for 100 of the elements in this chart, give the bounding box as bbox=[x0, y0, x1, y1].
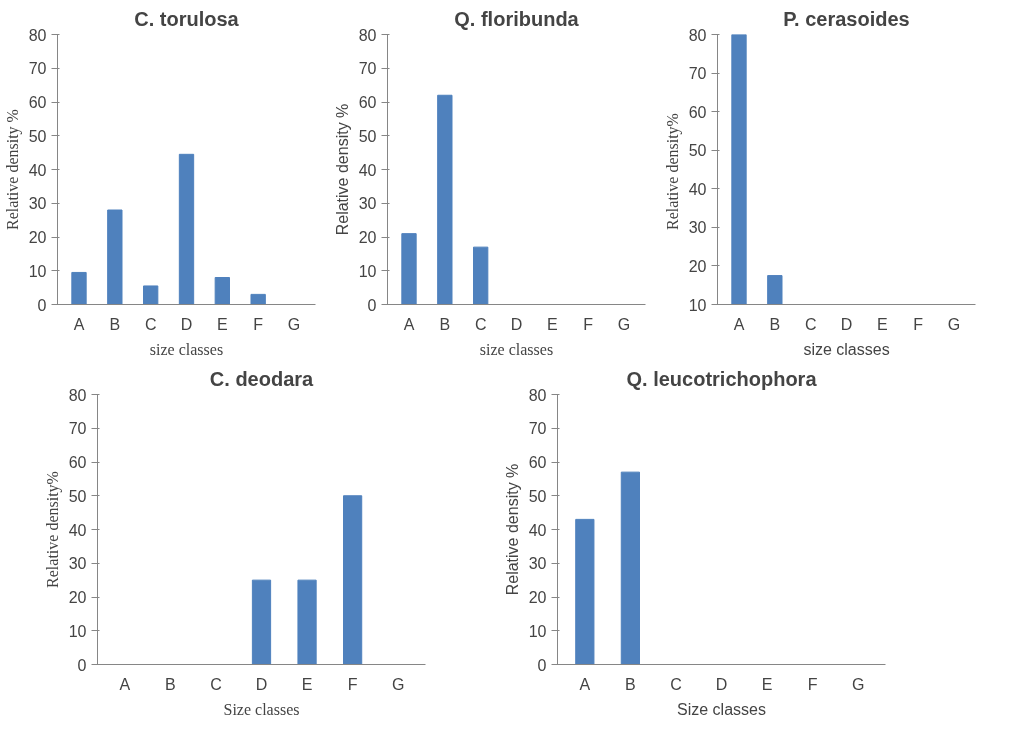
x-tick-label: G bbox=[851, 675, 865, 693]
x-tick-label: G bbox=[617, 315, 631, 333]
bar bbox=[178, 153, 195, 305]
y-tick-label: 80 bbox=[688, 26, 707, 44]
y-tick-label: 80 bbox=[68, 386, 87, 404]
chart-title: P. cerasoides bbox=[783, 7, 910, 30]
y-tick-label: 50 bbox=[68, 487, 87, 505]
y-tick-label: 60 bbox=[528, 454, 547, 471]
y-axis-title: Relative density% bbox=[43, 471, 62, 588]
y-tick-label: 70 bbox=[688, 65, 707, 83]
x-tick-label: C bbox=[670, 675, 682, 693]
y-tick-label: 50 bbox=[358, 127, 377, 145]
bar bbox=[473, 246, 489, 305]
y-tick-label: 40 bbox=[528, 521, 547, 539]
bar bbox=[401, 233, 417, 305]
x-tick-label: G bbox=[287, 315, 301, 333]
x-tick-label: G bbox=[391, 675, 405, 693]
y-tick-label: 20 bbox=[688, 257, 707, 275]
x-tick-label: E bbox=[217, 315, 228, 333]
x-tick-label: D bbox=[255, 675, 268, 693]
bar bbox=[437, 94, 453, 305]
x-axis-title: Size classes bbox=[223, 700, 300, 718]
y-tick-label: 80 bbox=[358, 26, 377, 44]
chart-title: Q. floribunda bbox=[454, 7, 580, 30]
y-axis-title: Relative density % bbox=[503, 463, 521, 596]
x-tick-label: A bbox=[119, 675, 131, 693]
x-tick-label: D bbox=[715, 675, 728, 693]
y-tick-label: 10 bbox=[528, 622, 547, 640]
y-tick-label: 10 bbox=[68, 622, 87, 640]
y-tick-label: 30 bbox=[28, 195, 47, 213]
y-tick-label: 60 bbox=[68, 454, 87, 471]
x-tick-label: E bbox=[547, 315, 558, 333]
x-tick-label: F bbox=[347, 675, 358, 693]
y-tick-label: 50 bbox=[528, 487, 547, 505]
y-tick-label: 0 bbox=[537, 656, 547, 674]
x-tick-label: A bbox=[73, 315, 85, 333]
x-tick-label: C bbox=[804, 315, 817, 333]
x-tick-label: D bbox=[840, 315, 853, 333]
y-tick-label: 40 bbox=[68, 521, 87, 539]
x-tick-label: E bbox=[877, 315, 888, 333]
x-tick-label: G bbox=[947, 315, 961, 333]
y-tick-label: 70 bbox=[358, 60, 377, 78]
y-tick-label: 10 bbox=[688, 296, 707, 314]
x-axis-title: Size classes bbox=[677, 700, 766, 718]
y-tick-label: 80 bbox=[28, 26, 47, 44]
y-tick-label: 30 bbox=[528, 555, 547, 573]
x-tick-label: D bbox=[510, 315, 523, 333]
x-tick-label: A bbox=[733, 315, 745, 333]
x-tick-label: C bbox=[144, 315, 157, 333]
x-tick-label: B bbox=[625, 675, 636, 693]
y-tick-label: 30 bbox=[358, 195, 377, 213]
y-tick-label: 20 bbox=[28, 229, 47, 246]
y-axis-title: Relative density % bbox=[3, 109, 22, 230]
x-axis-title: size classes bbox=[479, 340, 554, 358]
bar bbox=[214, 277, 230, 305]
y-tick-label: 10 bbox=[28, 262, 47, 280]
x-tick-label: C bbox=[474, 315, 487, 333]
chart-title: Q. leucotrichophora bbox=[626, 367, 818, 390]
y-tick-label: 20 bbox=[358, 229, 377, 246]
y-tick-label: 10 bbox=[358, 262, 377, 280]
y-tick-label: 40 bbox=[688, 180, 707, 198]
x-axis-title: size classes bbox=[149, 340, 224, 358]
bar bbox=[71, 271, 87, 305]
x-tick-label: B bbox=[165, 675, 176, 693]
x-tick-label: A bbox=[579, 675, 591, 693]
bar bbox=[250, 293, 266, 305]
bar bbox=[143, 285, 159, 305]
y-tick-label: 0 bbox=[367, 296, 377, 314]
y-tick-label: 30 bbox=[688, 219, 707, 237]
x-tick-label: F bbox=[253, 315, 264, 333]
y-tick-label: 60 bbox=[28, 94, 47, 111]
y-tick-label: 20 bbox=[528, 589, 547, 606]
x-tick-label: B bbox=[439, 315, 451, 333]
y-tick-label: 80 bbox=[528, 386, 547, 404]
y-tick-label: 70 bbox=[528, 420, 547, 438]
y-tick-label: 40 bbox=[28, 161, 47, 179]
x-tick-label: D bbox=[180, 315, 193, 333]
y-tick-label: 0 bbox=[37, 296, 47, 314]
x-axis-title: size classes bbox=[803, 340, 890, 358]
y-axis-title: Relative density% bbox=[663, 113, 682, 230]
y-tick-label: 40 bbox=[358, 161, 377, 179]
y-tick-label: 20 bbox=[68, 589, 87, 606]
x-tick-label: E bbox=[301, 675, 313, 693]
x-tick-label: E bbox=[761, 675, 773, 693]
x-tick-label: A bbox=[403, 315, 415, 333]
y-tick-label: 70 bbox=[28, 60, 47, 78]
x-tick-label: B bbox=[109, 315, 121, 333]
chart-title: C. torulosa bbox=[134, 7, 240, 30]
chart-title: C. deodara bbox=[209, 367, 315, 390]
y-tick-label: 70 bbox=[68, 420, 87, 438]
y-tick-label: 50 bbox=[688, 142, 707, 160]
y-tick-label: 50 bbox=[28, 127, 47, 145]
y-tick-label: 0 bbox=[77, 656, 87, 674]
y-tick-label: 60 bbox=[688, 103, 707, 121]
x-tick-label: F bbox=[583, 315, 594, 333]
x-tick-label: B bbox=[769, 315, 781, 333]
x-tick-label: F bbox=[913, 315, 924, 333]
y-tick-label: 60 bbox=[358, 94, 377, 111]
x-tick-label: C bbox=[210, 675, 222, 693]
y-axis-title: Relative density % bbox=[333, 103, 351, 236]
